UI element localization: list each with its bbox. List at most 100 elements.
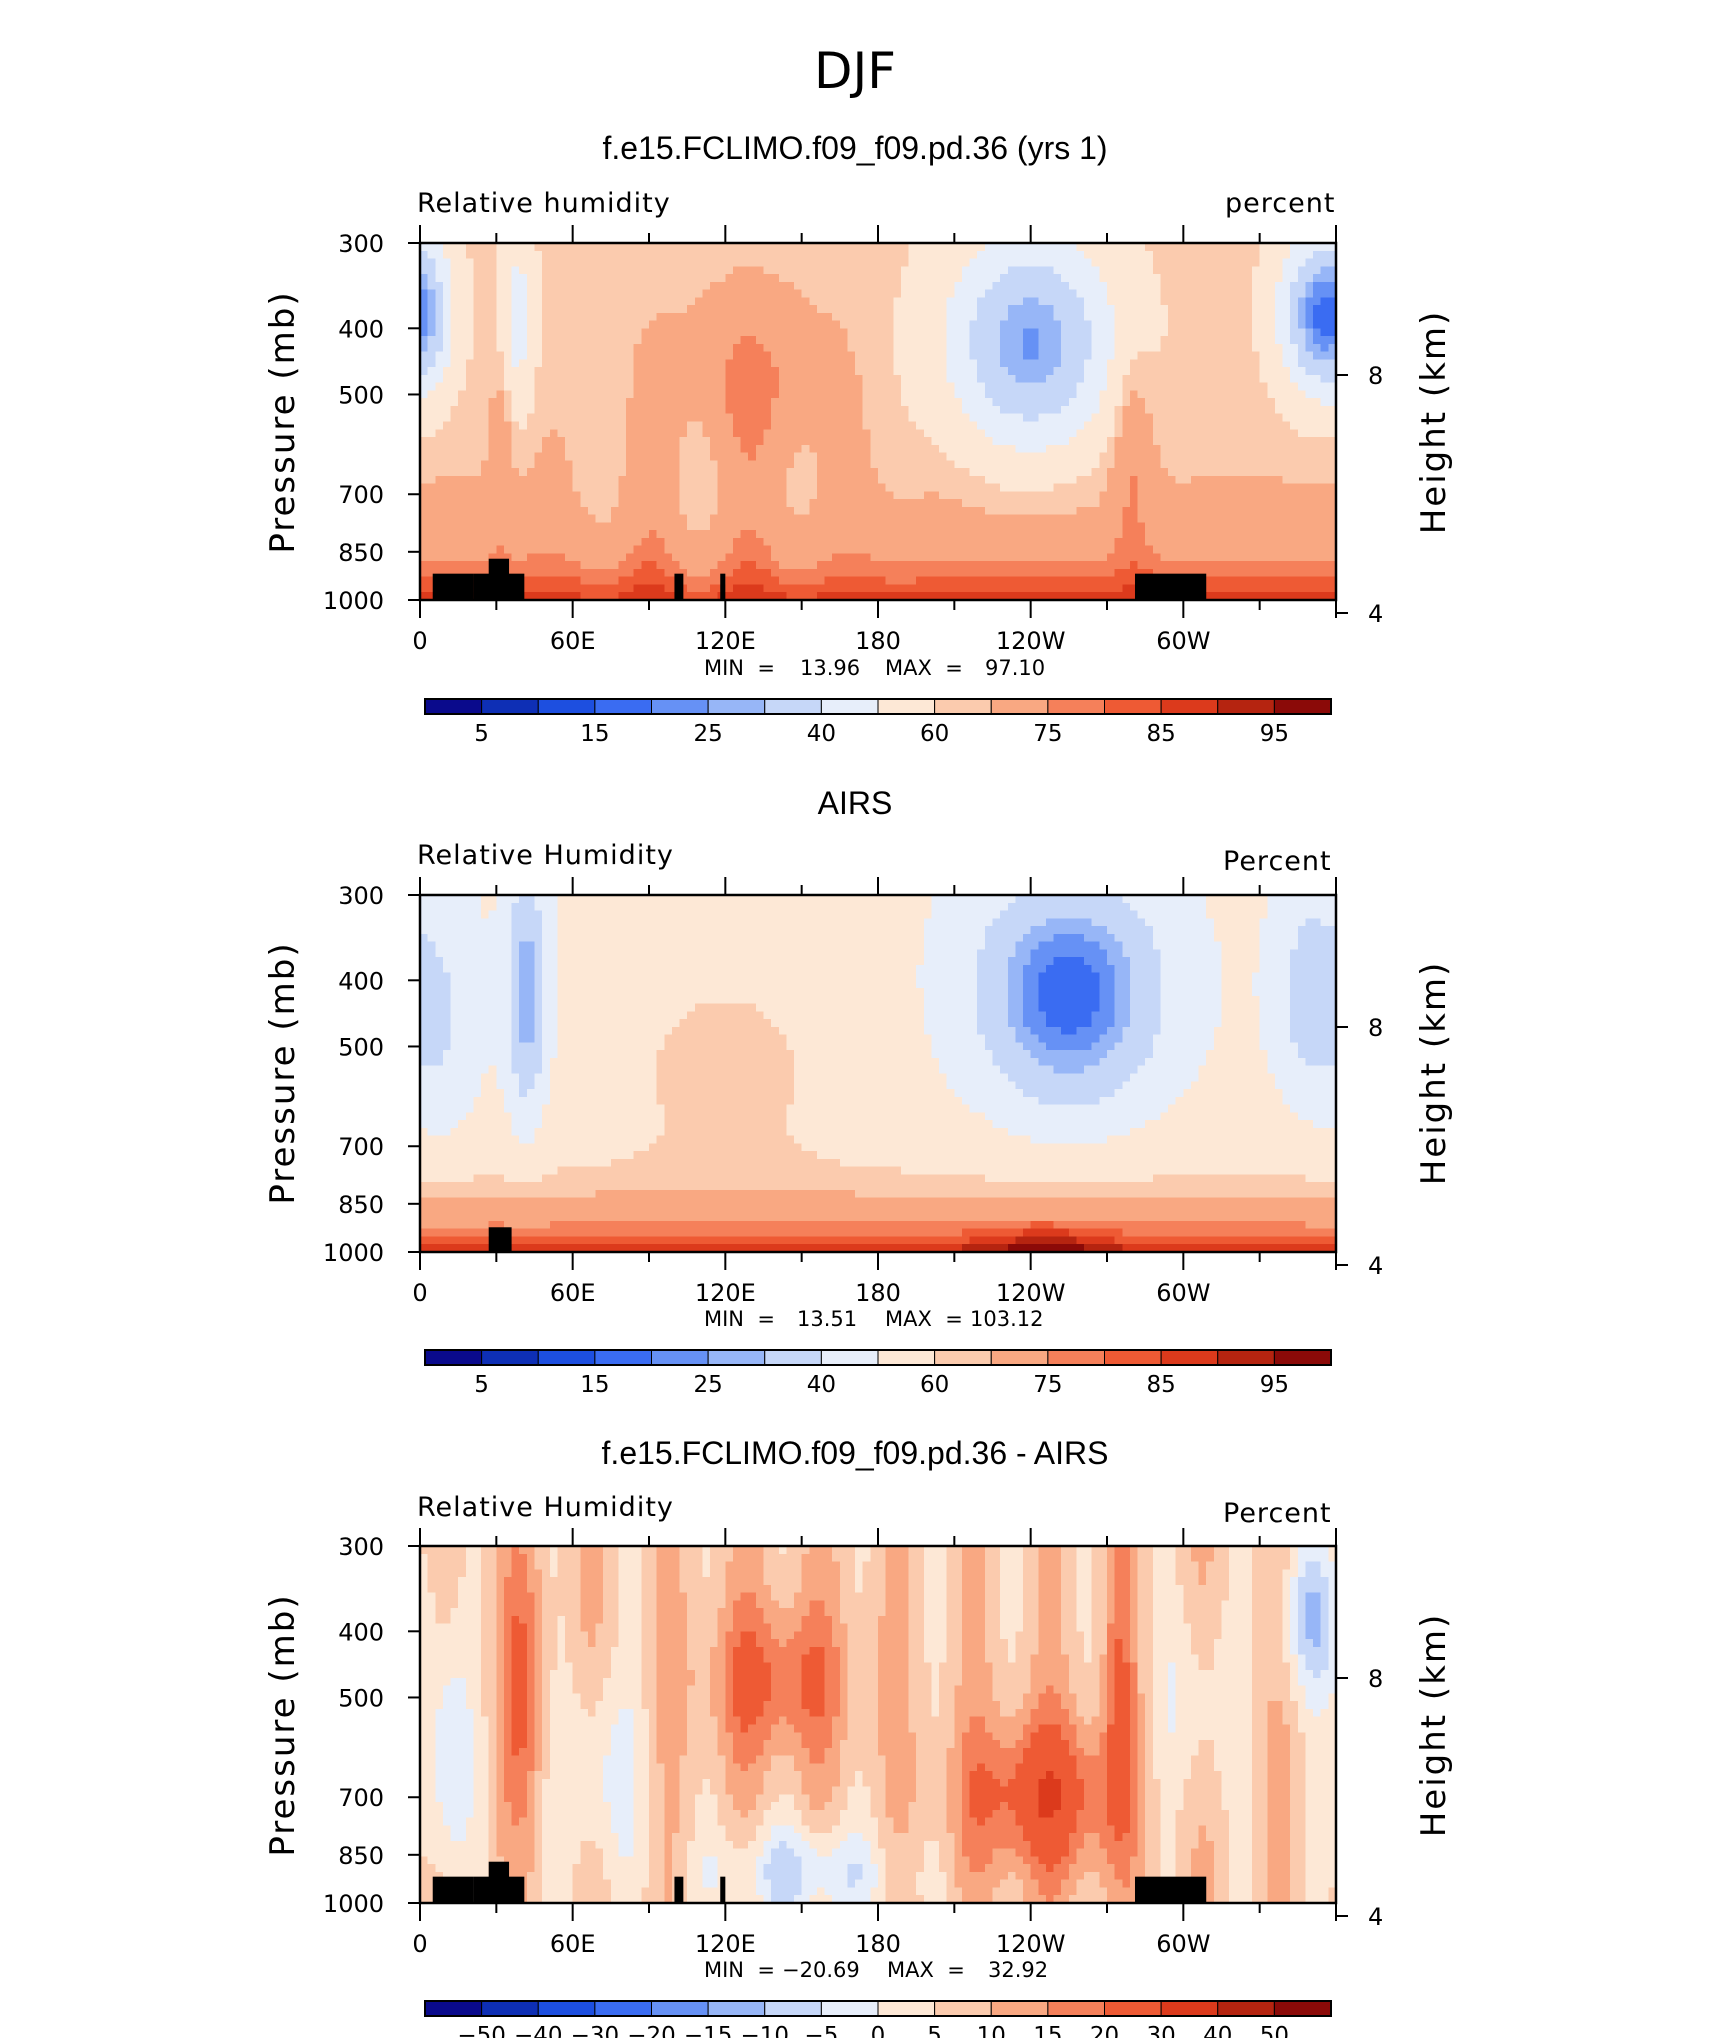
heatmap-cell bbox=[557, 414, 565, 422]
heatmap-cell bbox=[1092, 476, 1100, 484]
heatmap-cell bbox=[1267, 422, 1275, 430]
heatmap-cell bbox=[695, 460, 703, 468]
heatmap-cell bbox=[771, 406, 779, 414]
heatmap-cell bbox=[573, 414, 581, 422]
heatmap-cell bbox=[535, 259, 543, 267]
heatmap-cell bbox=[1176, 336, 1184, 344]
heatmap-cell bbox=[1267, 359, 1275, 367]
heatmap-cell bbox=[764, 414, 772, 422]
heatmap-cell bbox=[1214, 390, 1222, 398]
heatmap-cell bbox=[771, 476, 779, 484]
heatmap-cell bbox=[710, 422, 718, 430]
heatmap-cell bbox=[1153, 398, 1161, 406]
heatmap-cell bbox=[1199, 453, 1207, 461]
heatmap-cell bbox=[1038, 437, 1046, 445]
heatmap-cell bbox=[794, 383, 802, 391]
heatmap-cell bbox=[1008, 290, 1016, 298]
heatmap-cell bbox=[1313, 406, 1321, 414]
heatmap-cell bbox=[1115, 553, 1123, 561]
heatmap-cell bbox=[428, 336, 436, 344]
heatmap-cell bbox=[748, 282, 756, 290]
heatmap-cell bbox=[756, 499, 764, 507]
heatmap-cell bbox=[916, 344, 924, 352]
heatmap-cell bbox=[1168, 359, 1176, 367]
heatmap-cell bbox=[481, 453, 489, 461]
heatmap-cell bbox=[1229, 390, 1237, 398]
heatmap-cell bbox=[1015, 367, 1023, 375]
heatmap-cell bbox=[634, 359, 642, 367]
heatmap-cell bbox=[1176, 468, 1184, 476]
heatmap-cell bbox=[1305, 336, 1313, 344]
heatmap-cell bbox=[649, 460, 657, 468]
heatmap-cell bbox=[962, 553, 970, 561]
heatmap-cell bbox=[603, 390, 611, 398]
heatmap-cell bbox=[1076, 297, 1084, 305]
heatmap-cell bbox=[435, 491, 443, 499]
heatmap-cell bbox=[1252, 305, 1260, 313]
heatmap-cell bbox=[741, 243, 749, 251]
heatmap-cell bbox=[794, 243, 802, 251]
heatmap-cell bbox=[428, 313, 436, 321]
heatmap-cell bbox=[947, 414, 955, 422]
heatmap-cell bbox=[657, 499, 665, 507]
heatmap-cell bbox=[886, 422, 894, 430]
heatmap-cell bbox=[909, 305, 917, 313]
heatmap-cell bbox=[1023, 553, 1031, 561]
heatmap-cell bbox=[1229, 251, 1237, 259]
heatmap-cell bbox=[519, 297, 527, 305]
heatmap-cell bbox=[1076, 305, 1084, 313]
heatmap-cell bbox=[924, 453, 932, 461]
heatmap-cell bbox=[993, 344, 1001, 352]
heatmap-cell bbox=[1199, 522, 1207, 530]
heatmap-cell bbox=[1153, 305, 1161, 313]
heatmap-cell bbox=[580, 445, 588, 453]
heatmap-cell bbox=[458, 313, 466, 321]
heatmap-cell bbox=[1214, 491, 1222, 499]
heatmap-cell bbox=[1107, 243, 1115, 251]
heatmap-cell bbox=[1260, 367, 1268, 375]
heatmap-cell bbox=[1145, 321, 1153, 329]
heatmap-cell bbox=[771, 445, 779, 453]
heatmap-cell bbox=[702, 313, 710, 321]
heatmap-cell bbox=[1061, 445, 1069, 453]
heatmap-cell bbox=[435, 476, 443, 484]
heatmap-cell bbox=[1107, 344, 1115, 352]
heatmap-cell bbox=[580, 297, 588, 305]
heatmap-cell bbox=[939, 553, 947, 561]
heatmap-cell bbox=[695, 243, 703, 251]
heatmap-cell bbox=[1122, 383, 1130, 391]
heatmap-cell bbox=[695, 507, 703, 515]
heatmap-cell bbox=[580, 429, 588, 437]
heatmap-cell bbox=[893, 390, 901, 398]
heatmap-cell bbox=[1191, 390, 1199, 398]
heatmap-cell bbox=[962, 336, 970, 344]
heatmap-cell bbox=[1313, 414, 1321, 422]
heatmap-cell bbox=[1015, 282, 1023, 290]
heatmap-cell bbox=[718, 390, 726, 398]
heatmap-cell bbox=[664, 344, 672, 352]
heatmap-cell bbox=[764, 390, 772, 398]
heatmap-cell bbox=[451, 445, 459, 453]
heatmap-cell bbox=[626, 499, 634, 507]
heatmap-cell bbox=[1191, 297, 1199, 305]
heatmap-cell bbox=[1199, 390, 1207, 398]
heatmap-cell bbox=[1298, 522, 1306, 530]
heatmap-cell bbox=[542, 251, 550, 259]
heatmap-cell bbox=[748, 553, 756, 561]
heatmap-cell bbox=[1199, 476, 1207, 484]
heatmap-cell bbox=[1283, 266, 1291, 274]
heatmap-cell bbox=[1122, 321, 1130, 329]
heatmap-cell bbox=[764, 422, 772, 430]
heatmap-cell bbox=[916, 491, 924, 499]
heatmap-cell bbox=[748, 383, 756, 391]
heatmap-cell bbox=[756, 328, 764, 336]
heatmap-cell bbox=[1061, 321, 1069, 329]
heatmap-cell bbox=[825, 297, 833, 305]
heatmap-cell bbox=[756, 437, 764, 445]
heatmap-cell bbox=[1122, 274, 1130, 282]
heatmap-cell bbox=[847, 367, 855, 375]
heatmap-cell bbox=[466, 468, 474, 476]
heatmap-cell bbox=[1237, 484, 1245, 492]
heatmap-cell bbox=[1206, 398, 1214, 406]
heatmap-cell bbox=[496, 336, 504, 344]
